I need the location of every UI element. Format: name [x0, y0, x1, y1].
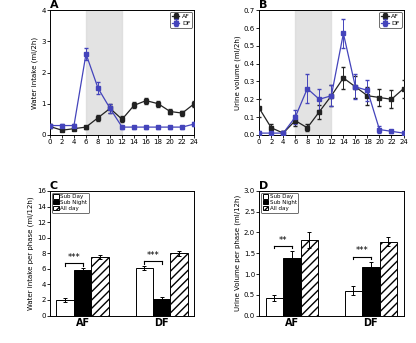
Text: **: **: [279, 236, 287, 245]
Bar: [345, 291, 362, 316]
Legend: AF, DF: AF, DF: [170, 12, 192, 27]
Text: D: D: [259, 181, 268, 191]
Bar: [91, 257, 109, 316]
Bar: [57, 300, 74, 316]
Bar: [300, 240, 318, 316]
Bar: [136, 268, 153, 316]
Bar: [295, 10, 332, 135]
Bar: [170, 253, 188, 316]
Legend: AF, DF: AF, DF: [379, 12, 401, 27]
Text: A: A: [50, 0, 59, 10]
Text: C: C: [50, 181, 58, 191]
Legend: Sub Day, Sub Night, All day: Sub Day, Sub Night, All day: [261, 193, 298, 213]
Text: ***: ***: [146, 251, 159, 260]
Bar: [266, 298, 283, 316]
Bar: [86, 10, 122, 135]
Bar: [379, 241, 397, 316]
Text: ***: ***: [356, 246, 369, 255]
Bar: [283, 258, 300, 316]
Y-axis label: Urine Volume per phase (ml/12h): Urine Volume per phase (ml/12h): [235, 195, 241, 311]
Bar: [362, 267, 379, 316]
Bar: [153, 299, 170, 316]
Y-axis label: Water intake (ml/2h): Water intake (ml/2h): [32, 36, 38, 109]
Y-axis label: Urine volume (ml/2h): Urine volume (ml/2h): [235, 35, 241, 110]
Legend: Sub Day, Sub Night, All day: Sub Day, Sub Night, All day: [52, 193, 89, 213]
Text: ***: ***: [67, 253, 80, 262]
Bar: [74, 270, 91, 316]
Y-axis label: Water intake per phase (ml/12h): Water intake per phase (ml/12h): [27, 197, 34, 310]
Text: B: B: [259, 0, 267, 10]
